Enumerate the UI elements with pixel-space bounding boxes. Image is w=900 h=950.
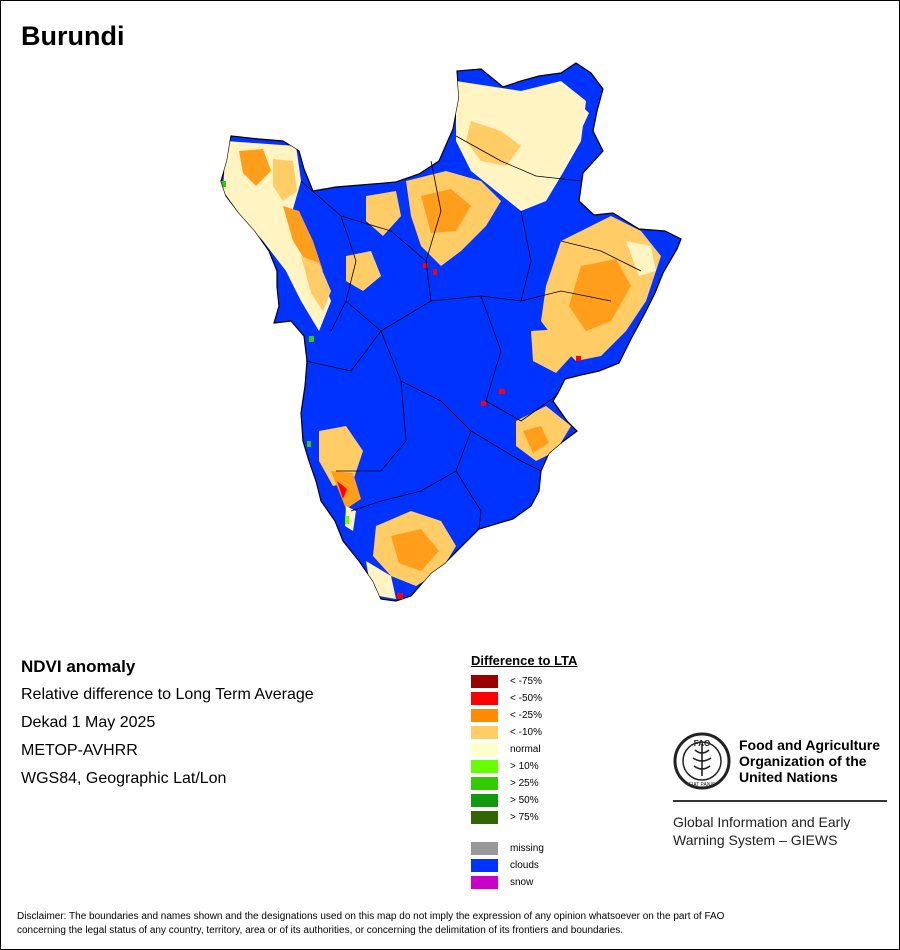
- fao-emblem-icon: FAO FIAT PANIS: [673, 732, 731, 790]
- legend-entry: > 50%: [471, 792, 577, 809]
- legend-label: > 50%: [510, 795, 539, 806]
- info-line: Dekad 1 May 2025: [21, 714, 314, 732]
- fao-name-line: United Nations: [739, 769, 880, 785]
- giews-line: Global Information and Early: [673, 813, 889, 831]
- info-line: WGS84, Geographic Lat/Lon: [21, 770, 314, 788]
- legend-swatch: [471, 760, 498, 773]
- legend-label: normal: [510, 744, 541, 755]
- legend-entry: clouds: [471, 857, 577, 874]
- legend-swatch: [471, 743, 498, 756]
- legend-extra: missing clouds snow: [471, 840, 577, 891]
- fao-name-line: Food and Agriculture: [739, 737, 880, 753]
- legend-title: Difference to LTA: [471, 653, 577, 668]
- legend-label: < -75%: [510, 676, 542, 687]
- legend-swatch: [471, 794, 498, 807]
- disclaimer-line: concerning the legal status of any count…: [17, 924, 887, 938]
- legend-swatch: [471, 876, 498, 889]
- fao-emblem-motto: FIAT PANIS: [689, 782, 716, 788]
- legend-entry: snow: [471, 874, 577, 891]
- disclaimer-line: Disclaimer: The boundaries and names sho…: [17, 910, 887, 924]
- info-heading: NDVI anomaly: [21, 657, 314, 677]
- map-info: NDVI anomaly Relative difference to Long…: [21, 657, 314, 798]
- legend-label: < -50%: [510, 693, 542, 704]
- map-title: Burundi: [21, 21, 124, 52]
- legend-label: < -25%: [510, 710, 542, 721]
- legend-entry: > 25%: [471, 775, 577, 792]
- legend-label: > 75%: [510, 812, 539, 823]
- legend-label: snow: [510, 877, 533, 888]
- fao-logo-block: FAO FIAT PANIS Food and Agriculture Orga…: [673, 732, 889, 849]
- legend-entry: > 10%: [471, 758, 577, 775]
- legend-entry: missing: [471, 840, 577, 857]
- fao-emblem-text: FAO: [694, 739, 710, 748]
- legend-swatch: [471, 726, 498, 739]
- legend-label: missing: [510, 843, 544, 854]
- legend-swatch: [471, 811, 498, 824]
- legend-label: > 25%: [510, 778, 539, 789]
- info-line: Relative difference to Long Term Average: [21, 686, 314, 704]
- giews-line: Warning System – GIEWS: [673, 831, 889, 849]
- legend-swatch: [471, 709, 498, 722]
- legend-label: < -10%: [510, 727, 542, 738]
- fao-divider: [673, 800, 887, 802]
- legend-entry: < -25%: [471, 707, 577, 724]
- legend-label: clouds: [510, 860, 539, 871]
- fao-name-line: Organization of the: [739, 753, 880, 769]
- legend-swatch: [471, 859, 498, 872]
- legend-swatch: [471, 675, 498, 688]
- info-line: METOP-AVHRR: [21, 742, 314, 760]
- legend-items: < -75% < -50% < -25% < -10% normal > 10% > 25%…: [471, 673, 577, 826]
- legend-swatch: [471, 842, 498, 855]
- legend-entry: normal: [471, 741, 577, 758]
- legend-entry: > 75%: [471, 809, 577, 826]
- legend-entry: < -50%: [471, 690, 577, 707]
- fao-name: Food and Agriculture Organization of the…: [739, 737, 880, 785]
- legend-entry: < -75%: [471, 673, 577, 690]
- giews-name: Global Information and Early Warning Sys…: [673, 813, 889, 849]
- legend-label: > 10%: [510, 761, 539, 772]
- legend: Difference to LTA < -75% < -50% < -25% < -1…: [471, 653, 577, 891]
- legend-swatch: [471, 692, 498, 705]
- disclaimer: Disclaimer: The boundaries and names sho…: [17, 910, 887, 938]
- legend-entry: < -10%: [471, 724, 577, 741]
- legend-swatch: [471, 777, 498, 790]
